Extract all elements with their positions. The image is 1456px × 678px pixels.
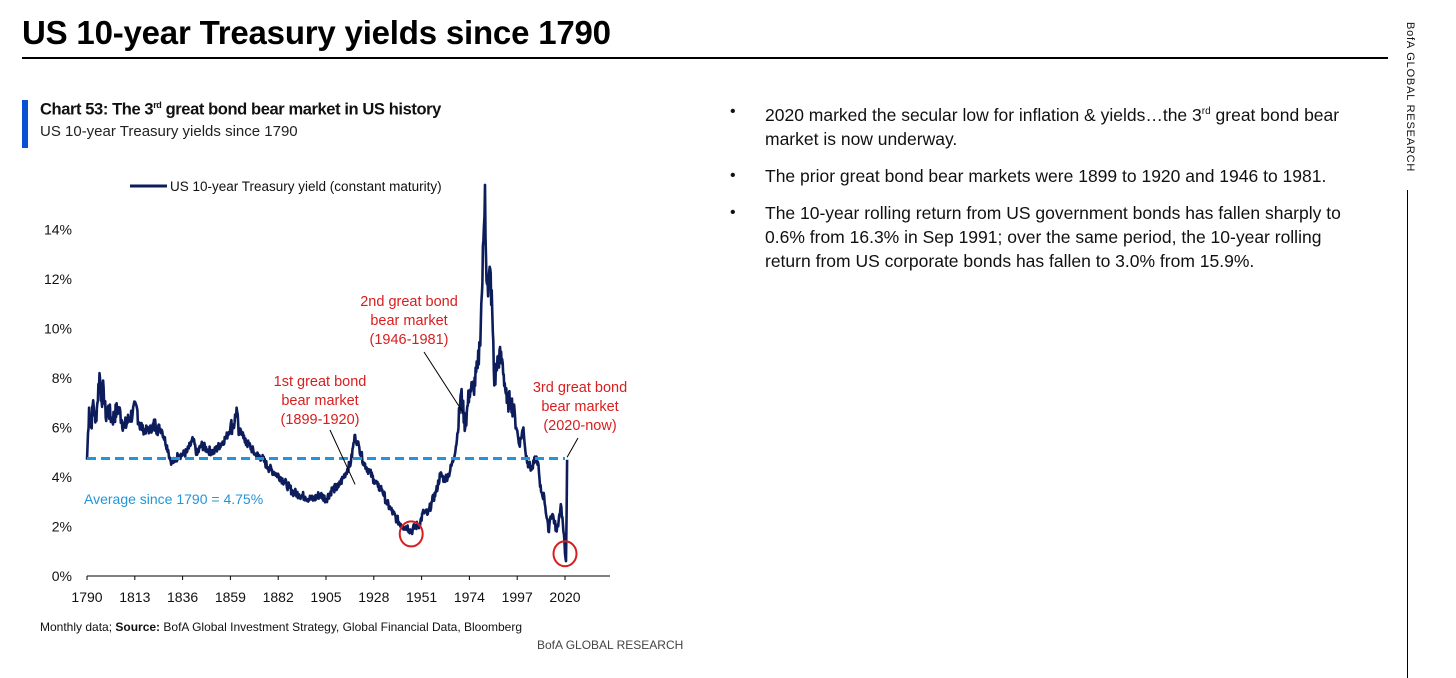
chart-footnote: Monthly data; Source: BofA Global Invest… <box>40 620 523 634</box>
y-tick-label: 4% <box>52 469 72 485</box>
yield-series-line <box>85 183 569 563</box>
annotation-label: 2nd great bond <box>360 294 458 310</box>
x-tick-label: 1997 <box>502 589 533 605</box>
annotation-arrow <box>329 429 356 485</box>
legend-label: US 10-year Treasury yield (constant matu… <box>170 179 442 194</box>
y-tick-label: 8% <box>52 370 72 386</box>
side-brand-label: BofA GLOBAL RESEARCH <box>1404 22 1416 173</box>
annotation-label: (1899-1920) <box>281 412 360 428</box>
x-tick-label: 1836 <box>167 589 198 605</box>
x-tick-label: 2020 <box>549 589 580 605</box>
x-tick-label: 1928 <box>358 589 389 605</box>
commentary-item: 2020 marked the secular low for inflatio… <box>730 100 1370 151</box>
annotation-label: 1st great bond <box>274 374 367 390</box>
y-tick-label: 2% <box>52 519 72 535</box>
x-tick-label: 1882 <box>263 589 294 605</box>
chart-title: Chart 53: The 3rd great bond bear market… <box>40 100 441 119</box>
annotation-arrow <box>423 351 464 413</box>
commentary-item: The prior great bond bear markets were 1… <box>730 164 1370 188</box>
highlight-circle <box>552 540 578 568</box>
average-label: Average since 1790 = 4.75% <box>84 491 263 507</box>
chart-brand: BofA GLOBAL RESEARCH <box>537 638 684 652</box>
commentary-item: The 10-year rolling return from US gover… <box>730 201 1370 273</box>
annotation-label: bear market <box>370 313 447 329</box>
commentary-list: 2020 marked the secular low for inflatio… <box>730 100 1370 286</box>
annotation-label: (1946-1981) <box>370 332 449 348</box>
page-title: US 10-year Treasury yields since 1790 <box>22 14 611 51</box>
annotation-arrow <box>566 437 579 458</box>
annotation-label: (2020-now) <box>543 418 616 434</box>
y-tick-label: 12% <box>44 271 72 287</box>
y-tick-label: 0% <box>52 568 72 584</box>
chart-header: Chart 53: The 3rd great bond bear market… <box>22 100 441 148</box>
highlight-circle <box>398 520 424 548</box>
side-divider <box>1407 190 1408 678</box>
title-divider <box>22 57 1388 59</box>
annotation-label: 3rd great bond <box>533 380 627 396</box>
yield-chart: 0% 2% 4% 6% 8% 10% 12% 14% 1790 1813 1836 1859 1882 1… <box>44 179 627 605</box>
x-tick-label: 1813 <box>119 589 150 605</box>
y-tick-label: 14% <box>44 222 72 238</box>
x-tick-label: 1951 <box>406 589 437 605</box>
x-tick-label: 1974 <box>454 589 485 605</box>
x-tick-label: 1859 <box>215 589 246 605</box>
chart-subtitle: US 10-year Treasury yields since 1790 <box>40 122 298 140</box>
x-tick-label: 1905 <box>310 589 341 605</box>
annotation-label: bear market <box>541 399 618 415</box>
y-tick-label: 6% <box>52 420 72 436</box>
y-tick-label: 10% <box>44 321 72 337</box>
x-tick-label: 1790 <box>71 589 102 605</box>
annotation-label: bear market <box>281 393 358 409</box>
